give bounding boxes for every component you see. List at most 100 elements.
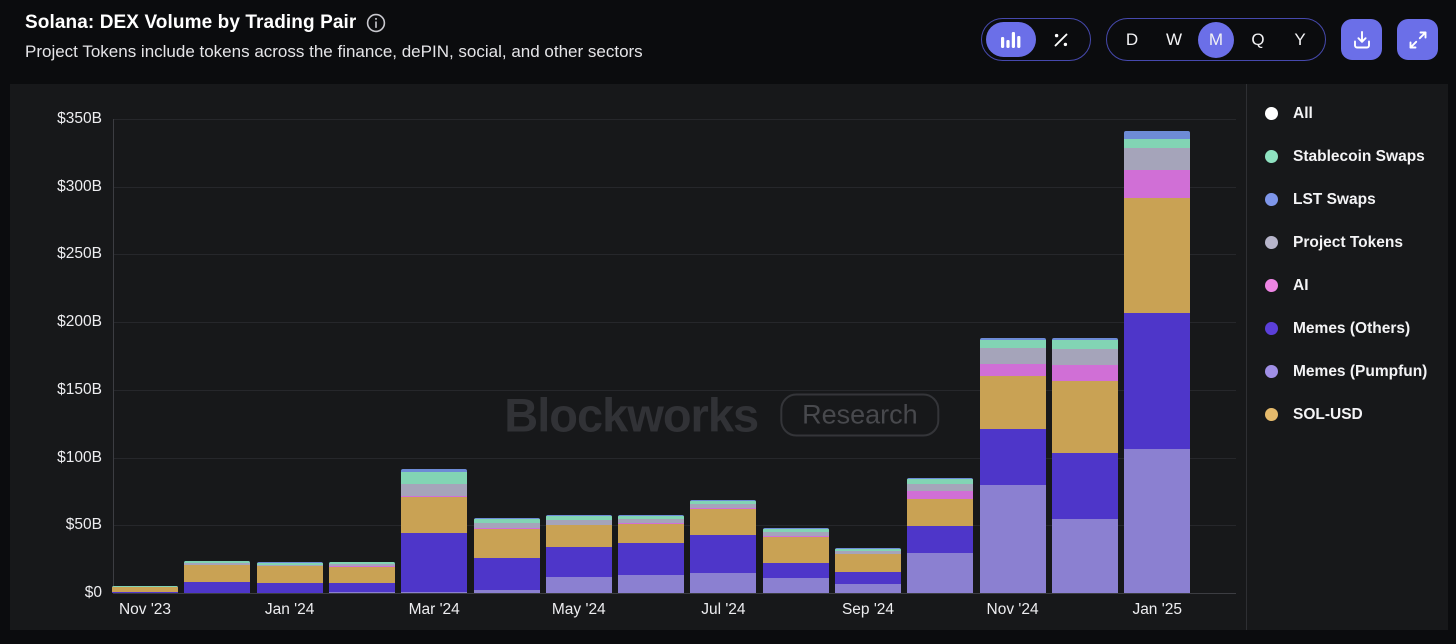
bar-column-apr-24[interactable] bbox=[473, 517, 540, 593]
bar-segment[interactable] bbox=[1124, 139, 1191, 149]
bar-column-may-24[interactable] bbox=[545, 514, 612, 593]
bar-segment[interactable] bbox=[979, 376, 1046, 430]
bar-segment[interactable] bbox=[907, 490, 974, 499]
bar-segment[interactable] bbox=[762, 531, 829, 536]
bar-segment[interactable] bbox=[618, 515, 685, 520]
bar-segment[interactable] bbox=[473, 522, 540, 529]
bar-segment[interactable] bbox=[1124, 169, 1191, 199]
bar-segment[interactable] bbox=[690, 504, 757, 509]
timeframe-y-button[interactable]: Y bbox=[1294, 29, 1306, 49]
bar-segment[interactable] bbox=[1051, 452, 1118, 520]
bar-segment[interactable] bbox=[256, 564, 323, 567]
timeframe-q-button[interactable]: Q bbox=[1251, 29, 1265, 49]
bar-segment[interactable] bbox=[618, 523, 685, 543]
bar-segment[interactable] bbox=[835, 583, 901, 593]
bar-segment[interactable] bbox=[473, 519, 540, 523]
bar-segment[interactable] bbox=[690, 572, 757, 593]
bar-segment[interactable] bbox=[835, 554, 901, 573]
bar-segment[interactable] bbox=[184, 562, 251, 565]
bar-segment[interactable] bbox=[1124, 148, 1191, 170]
bar-segment[interactable] bbox=[1051, 348, 1118, 365]
bar-column-jul-24[interactable] bbox=[690, 499, 757, 593]
bar-segment[interactable] bbox=[184, 564, 251, 583]
bar-segment[interactable] bbox=[401, 591, 468, 593]
bar-column-oct-24[interactable] bbox=[907, 477, 974, 593]
bar-segment[interactable] bbox=[473, 517, 540, 520]
bar-segment[interactable] bbox=[473, 590, 540, 593]
bar-segment[interactable] bbox=[328, 564, 395, 567]
bar-segment[interactable] bbox=[835, 572, 901, 584]
bar-segment[interactable] bbox=[762, 563, 829, 579]
bar-segment[interactable] bbox=[979, 347, 1046, 365]
bar-segment[interactable] bbox=[979, 340, 1046, 348]
bar-segment[interactable] bbox=[1051, 381, 1118, 453]
bar-segment[interactable] bbox=[545, 524, 612, 526]
legend-item-memes-others[interactable]: Memes (Others) bbox=[1265, 307, 1448, 350]
bar-segment[interactable] bbox=[112, 587, 178, 593]
bar-segment[interactable] bbox=[907, 477, 974, 480]
bar-segment[interactable] bbox=[256, 562, 323, 565]
bar-column-nov-24[interactable] bbox=[979, 338, 1046, 593]
bar-segment[interactable] bbox=[979, 338, 1046, 341]
bar-segment[interactable] bbox=[907, 525, 974, 554]
legend-item-sol-usd[interactable]: SOL-USD bbox=[1265, 393, 1448, 436]
bar-segment[interactable] bbox=[690, 509, 757, 535]
bar-segment[interactable] bbox=[762, 578, 829, 593]
bar-segment[interactable] bbox=[184, 582, 251, 593]
bar-segment[interactable] bbox=[618, 514, 685, 516]
bar-segment[interactable] bbox=[1124, 313, 1191, 449]
bar-column-mar-24[interactable] bbox=[401, 469, 468, 593]
bar-segment[interactable] bbox=[473, 528, 540, 559]
bar-segment[interactable] bbox=[401, 469, 468, 473]
timeframe-m-button[interactable]: M bbox=[1198, 21, 1234, 58]
bar-segment[interactable] bbox=[473, 528, 540, 529]
bar-segment[interactable] bbox=[907, 484, 974, 491]
bar-segment[interactable] bbox=[473, 558, 540, 591]
bar-segment[interactable] bbox=[618, 542, 685, 576]
bar-segment[interactable] bbox=[762, 536, 829, 564]
bar-segment[interactable] bbox=[545, 546, 612, 577]
bar-segment[interactable] bbox=[1051, 519, 1118, 593]
bar-segment[interactable] bbox=[256, 582, 323, 593]
legend-item-ai[interactable]: AI bbox=[1265, 264, 1448, 307]
bar-segment[interactable] bbox=[690, 534, 757, 573]
info-icon[interactable] bbox=[366, 13, 386, 33]
bar-segment[interactable] bbox=[690, 508, 757, 510]
legend-item-lst-swaps[interactable]: LST Swaps bbox=[1265, 178, 1448, 221]
percent-view-button[interactable] bbox=[1036, 22, 1086, 57]
bar-segment[interactable] bbox=[112, 592, 178, 593]
bar-column-jan-24[interactable] bbox=[256, 562, 323, 593]
bar-segment[interactable] bbox=[1124, 198, 1191, 314]
bar-segment[interactable] bbox=[256, 566, 323, 583]
bar-segment[interactable] bbox=[835, 549, 901, 552]
bar-segment[interactable] bbox=[979, 484, 1046, 593]
bar-segment[interactable] bbox=[401, 484, 468, 497]
bar-column-aug-24[interactable] bbox=[762, 528, 829, 593]
export-button[interactable] bbox=[1341, 19, 1382, 60]
bar-segment[interactable] bbox=[401, 496, 468, 534]
bar-segment[interactable] bbox=[328, 562, 395, 565]
bar-segment[interactable] bbox=[835, 553, 901, 555]
bar-segment[interactable] bbox=[618, 523, 685, 524]
legend-item-all[interactable]: All bbox=[1265, 92, 1448, 135]
bar-segment[interactable] bbox=[1124, 131, 1191, 140]
bar-segment[interactable] bbox=[762, 529, 829, 532]
bar-column-sep-24[interactable] bbox=[835, 548, 901, 593]
bar-segment[interactable] bbox=[907, 498, 974, 526]
bar-segment[interactable] bbox=[112, 586, 178, 587]
bar-segment[interactable] bbox=[1124, 448, 1191, 593]
bar-segment[interactable] bbox=[545, 519, 612, 525]
bar-segment[interactable] bbox=[979, 364, 1046, 377]
bar-column-dec-24[interactable] bbox=[1051, 338, 1118, 593]
bar-segment[interactable] bbox=[618, 575, 685, 593]
bar-segment[interactable] bbox=[545, 576, 612, 593]
bar-segment[interactable] bbox=[401, 533, 468, 592]
bar-view-button[interactable] bbox=[986, 22, 1036, 57]
bar-segment[interactable] bbox=[835, 548, 901, 550]
bar-segment[interactable] bbox=[835, 551, 901, 554]
bar-column-jan-25[interactable] bbox=[1124, 131, 1191, 593]
bar-segment[interactable] bbox=[907, 479, 974, 485]
bar-segment[interactable] bbox=[618, 519, 685, 524]
bar-column-nov-23[interactable] bbox=[112, 586, 178, 593]
legend-item-memes-pumpfun[interactable]: Memes (Pumpfun) bbox=[1265, 350, 1448, 393]
